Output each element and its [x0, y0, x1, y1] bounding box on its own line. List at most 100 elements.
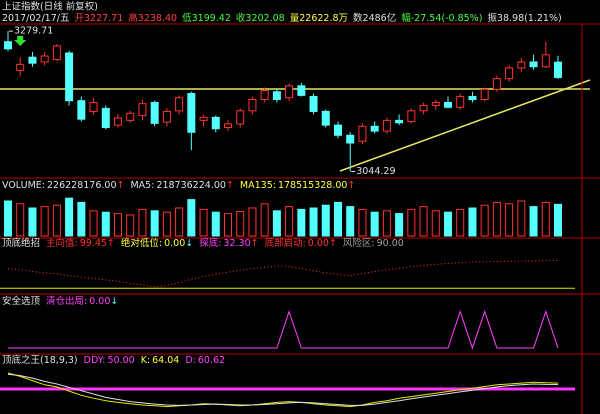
legend-arrow: ↓ [185, 238, 193, 249]
candle-body [370, 125, 379, 132]
volume-bar [309, 207, 318, 237]
legend-arrow: ↑ [117, 180, 125, 191]
panel-title: 顶底之王(18,9,3) [2, 354, 78, 366]
volume-bar [101, 211, 110, 237]
volume-bar [224, 213, 232, 237]
panel-title: 安全选顶 [2, 295, 41, 307]
signal-arrow [14, 36, 27, 46]
volume-bar [138, 208, 147, 237]
candle-body [77, 100, 86, 120]
volume-bar [199, 208, 208, 237]
candle-body [16, 63, 25, 71]
indicator-line [7, 372, 559, 408]
candle-body [4, 41, 12, 50]
volume-bar [114, 213, 122, 237]
legend-value: 64.04 [152, 355, 179, 366]
volume-bar [358, 208, 367, 237]
legend-value: 90.00 [377, 238, 404, 249]
candle-body [382, 119, 391, 132]
candle-body [52, 45, 61, 61]
quote-name: 数 [353, 12, 363, 24]
legend-arrow: ↑ [226, 180, 234, 191]
legend-name: DDY: [84, 355, 106, 366]
volume-bar [150, 210, 159, 237]
candle-body [517, 61, 526, 69]
volume-bar [505, 203, 514, 237]
volume-bar [382, 210, 391, 237]
volume-bar [175, 207, 184, 237]
volume-bar [89, 210, 98, 237]
legend-value: 0.00 [164, 238, 185, 249]
quote-name: 振 [487, 12, 497, 24]
legend-name: 探底: [199, 237, 221, 249]
indicator-line [8, 310, 559, 350]
quote-value: 2486亿 [363, 12, 397, 24]
quote-name: 量 [290, 13, 300, 24]
legend-value: 32.30 [223, 238, 250, 249]
candle-body [114, 117, 122, 126]
quote-value: 22622.8万 [299, 13, 348, 24]
legend-arrow: ↑ [329, 238, 337, 249]
high-label: 3279.71 [14, 26, 53, 37]
candle-body [444, 101, 452, 108]
candle-body [40, 55, 49, 63]
panel-legend: VOLUME: 226228176.00↑ MA5: 218736224.00↑ MA1… [2, 180, 355, 191]
quote-name: 2017/02/17/五 [2, 13, 69, 24]
quote-name: 收 [236, 12, 246, 24]
volume-bar [297, 208, 306, 237]
legend-arrow: ↑ [347, 180, 355, 191]
candle-body [224, 123, 232, 129]
volume-bar [346, 206, 355, 237]
quote-value: 3227.71 [84, 13, 123, 24]
legend-name: D: [185, 355, 196, 366]
volume-bar [211, 211, 220, 237]
candle-body [541, 54, 550, 68]
quote-value: 3202.08 [245, 13, 284, 24]
candle-body [419, 104, 428, 112]
indicator-line [7, 373, 559, 406]
volume-bar [541, 201, 550, 237]
candle-body [260, 90, 269, 101]
legend-value: 0.00 [89, 296, 110, 307]
quote-name: 低 [182, 12, 192, 24]
volume-bar [285, 206, 294, 237]
legend-name: 清仓出局: [46, 295, 87, 307]
candle-body [175, 97, 184, 112]
volume-bar [236, 211, 245, 237]
candle-body [297, 85, 306, 96]
quote-value: 3199.42 [192, 13, 231, 24]
volume-bar [554, 203, 562, 237]
candle-body [101, 107, 110, 129]
candle-body [407, 110, 416, 123]
legend-value: 99.45 [80, 238, 107, 249]
candle-body [346, 134, 355, 144]
quote-name: 高 [128, 12, 138, 24]
panel-legend: 顶底绝招 主向值: 99.45↑ 绝对低位: 0.00↓ 探底: 32.30↑ 底部启动: 0.… [2, 237, 404, 249]
volume-bar [492, 201, 501, 237]
legend-value: 60.62 [198, 355, 225, 366]
candle-body [480, 88, 489, 101]
quote-name: 幅 [401, 12, 411, 24]
legend-name: MA135: [240, 180, 276, 191]
legend-name: K: [141, 355, 150, 366]
legend-name: 绝对低位: [121, 237, 162, 249]
volume-bar [162, 211, 171, 237]
candle-body [199, 116, 208, 121]
candle-body [358, 125, 367, 142]
volume-bar [28, 207, 37, 237]
candle-body [138, 103, 147, 117]
legend-name: VOLUME: [2, 180, 45, 191]
candle-body [28, 56, 37, 64]
candle-body [285, 85, 294, 99]
legend-arrow: ↑ [251, 238, 259, 249]
candle-body [334, 124, 342, 136]
legend-name: MA5: [130, 180, 154, 191]
candle-body [126, 112, 135, 121]
candle-body [395, 119, 404, 124]
candle-body [248, 99, 257, 112]
candle-body [236, 110, 245, 125]
volume-bar [334, 201, 342, 237]
volume-bar [65, 197, 74, 237]
candle-body [211, 116, 220, 130]
